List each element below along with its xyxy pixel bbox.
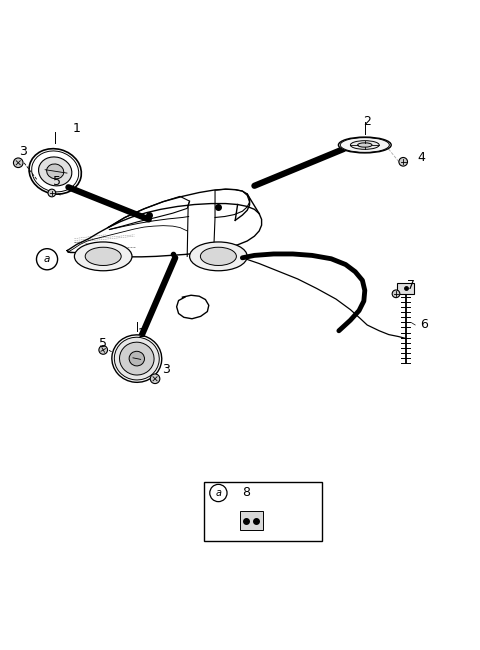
Text: 5: 5 <box>53 176 60 188</box>
Text: 4: 4 <box>418 151 425 164</box>
Text: 1: 1 <box>138 328 145 341</box>
Circle shape <box>399 157 408 166</box>
Ellipse shape <box>38 157 72 186</box>
Ellipse shape <box>129 351 144 366</box>
Ellipse shape <box>190 242 247 271</box>
Text: 8: 8 <box>242 486 250 499</box>
Circle shape <box>48 189 56 197</box>
Circle shape <box>99 346 108 354</box>
Text: 2: 2 <box>363 115 371 128</box>
Ellipse shape <box>85 247 121 265</box>
Ellipse shape <box>47 164 64 179</box>
Circle shape <box>13 158 23 168</box>
Ellipse shape <box>74 242 132 271</box>
Text: a: a <box>44 254 50 265</box>
Bar <box>240 512 263 530</box>
Ellipse shape <box>338 137 391 153</box>
Circle shape <box>392 290 400 298</box>
Text: 1: 1 <box>73 122 81 135</box>
Text: 6: 6 <box>420 318 428 332</box>
Text: 5: 5 <box>98 337 107 350</box>
Ellipse shape <box>358 143 372 147</box>
Bar <box>204 482 322 541</box>
Text: 3: 3 <box>19 145 27 158</box>
Text: 3: 3 <box>162 363 170 376</box>
Text: a: a <box>216 488 221 498</box>
Ellipse shape <box>201 247 236 265</box>
Bar <box>397 283 414 294</box>
Ellipse shape <box>114 337 159 380</box>
Ellipse shape <box>112 335 162 382</box>
Ellipse shape <box>120 342 154 375</box>
Circle shape <box>150 374 160 383</box>
Text: 7: 7 <box>407 279 415 292</box>
Ellipse shape <box>350 140 379 150</box>
